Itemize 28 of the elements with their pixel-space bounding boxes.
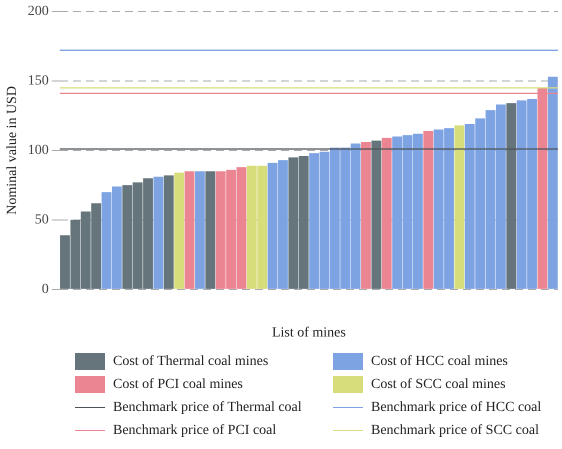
- bar: [548, 76, 558, 289]
- bar: [184, 171, 194, 289]
- bar: [205, 171, 216, 289]
- bar: [382, 138, 392, 289]
- legend-label: Cost of HCC coal mines: [371, 354, 508, 370]
- legend-label: Benchmark price of HCC coal: [371, 400, 542, 416]
- y-tick-label: 150: [28, 74, 49, 89]
- bar: [194, 171, 205, 289]
- y-tick-label: 200: [28, 4, 49, 20]
- bar: [371, 140, 382, 289]
- bar: [423, 130, 434, 289]
- bar: [153, 176, 164, 289]
- legend-label: Cost of PCI coal mines: [113, 376, 243, 392]
- bar: [454, 125, 464, 289]
- legend-label: Benchmark price of Thermal coal: [113, 400, 302, 416]
- x-axis-title: List of mines: [272, 325, 346, 340]
- bar: [164, 175, 174, 289]
- bar: [361, 142, 371, 289]
- bar: [506, 103, 516, 289]
- legend-label: Cost of Thermal coal mines: [113, 354, 268, 370]
- y-axis-title: Nominal value in USD: [5, 86, 20, 215]
- legend-label: Cost of SCC coal mines: [371, 376, 506, 392]
- bar: [174, 172, 184, 289]
- legend-label: Benchmark price of SCC coal: [371, 422, 539, 438]
- legend-label: Benchmark price of PCI coal: [113, 422, 276, 438]
- y-tick-label: 50: [34, 212, 49, 228]
- y-tick-label: 100: [28, 143, 49, 158]
- y-tick-label: 0: [42, 282, 49, 298]
